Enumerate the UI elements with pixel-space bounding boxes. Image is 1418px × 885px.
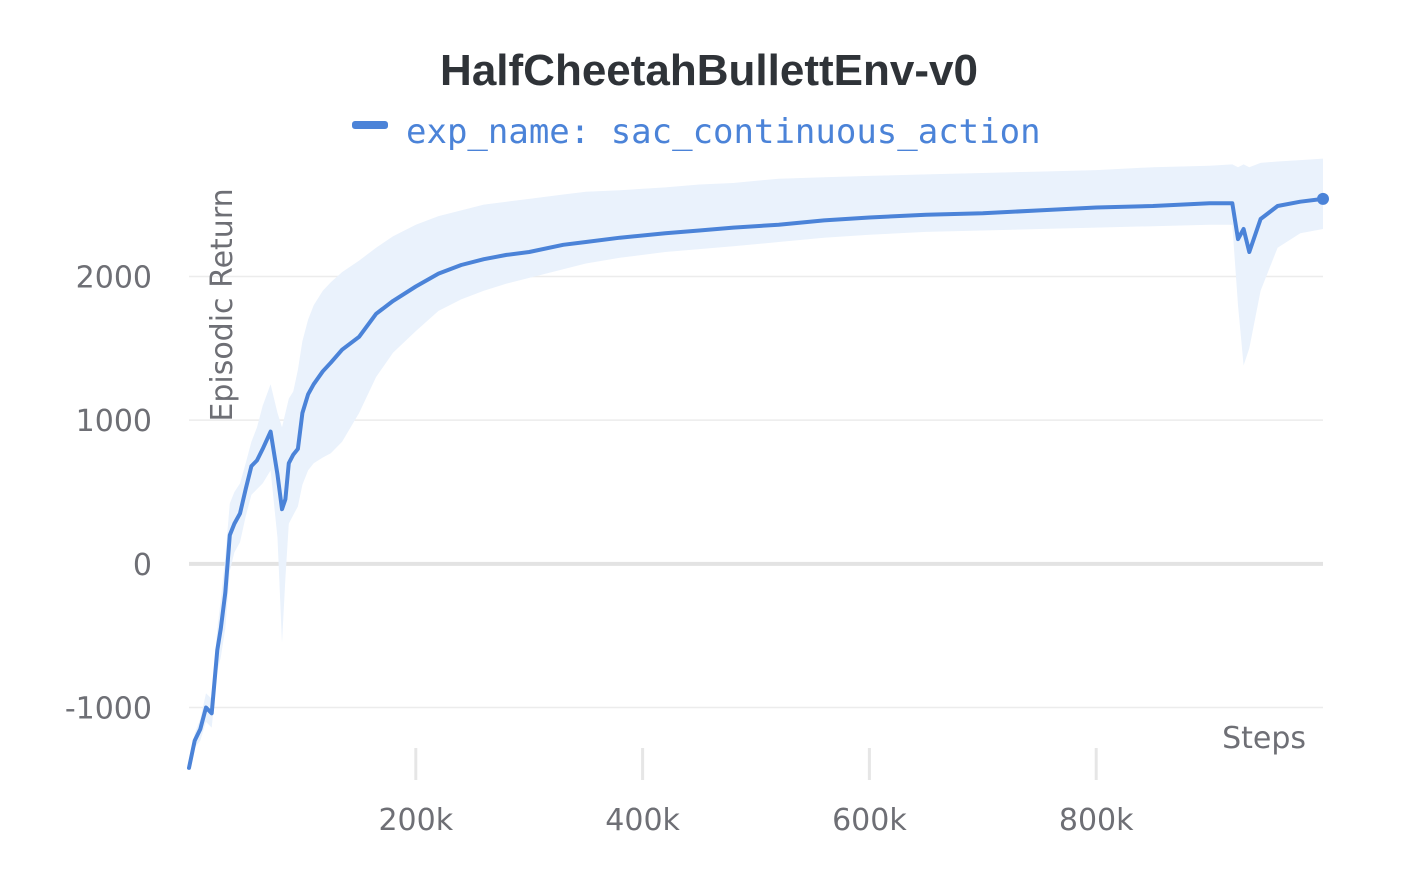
y-tick-label: 1000 (76, 404, 152, 439)
x-tick-label: 200k (378, 803, 453, 838)
y-tick-label: 0 (133, 548, 152, 583)
y-tick-label: 2000 (76, 260, 152, 295)
x-tick-label: 600k (832, 803, 907, 838)
series-mean-line[interactable] (187, 196, 1325, 770)
y-tick-label: -1000 (65, 692, 152, 727)
legend-swatch (352, 121, 388, 129)
series-std-band (189, 158, 1323, 768)
x-axis-label: Steps (1222, 721, 1306, 756)
legend-label: exp_name: sac_continuous_action (406, 112, 1041, 152)
chart-title: HalfCheetahBullettEnv-v0 (440, 46, 978, 95)
legend[interactable]: exp_name: sac_continuous_action (352, 112, 1041, 152)
y-axis-ticks: -1000 0 1000 2000 (65, 260, 152, 726)
x-tick-label: 800k (1059, 803, 1134, 838)
x-tick-label: 400k (605, 803, 680, 838)
y-axis-label: Episodic Return (205, 188, 240, 421)
x-axis-ticks: 200k 400k 600k 800k (378, 748, 1134, 838)
series-end-marker[interactable] (1317, 192, 1329, 205)
